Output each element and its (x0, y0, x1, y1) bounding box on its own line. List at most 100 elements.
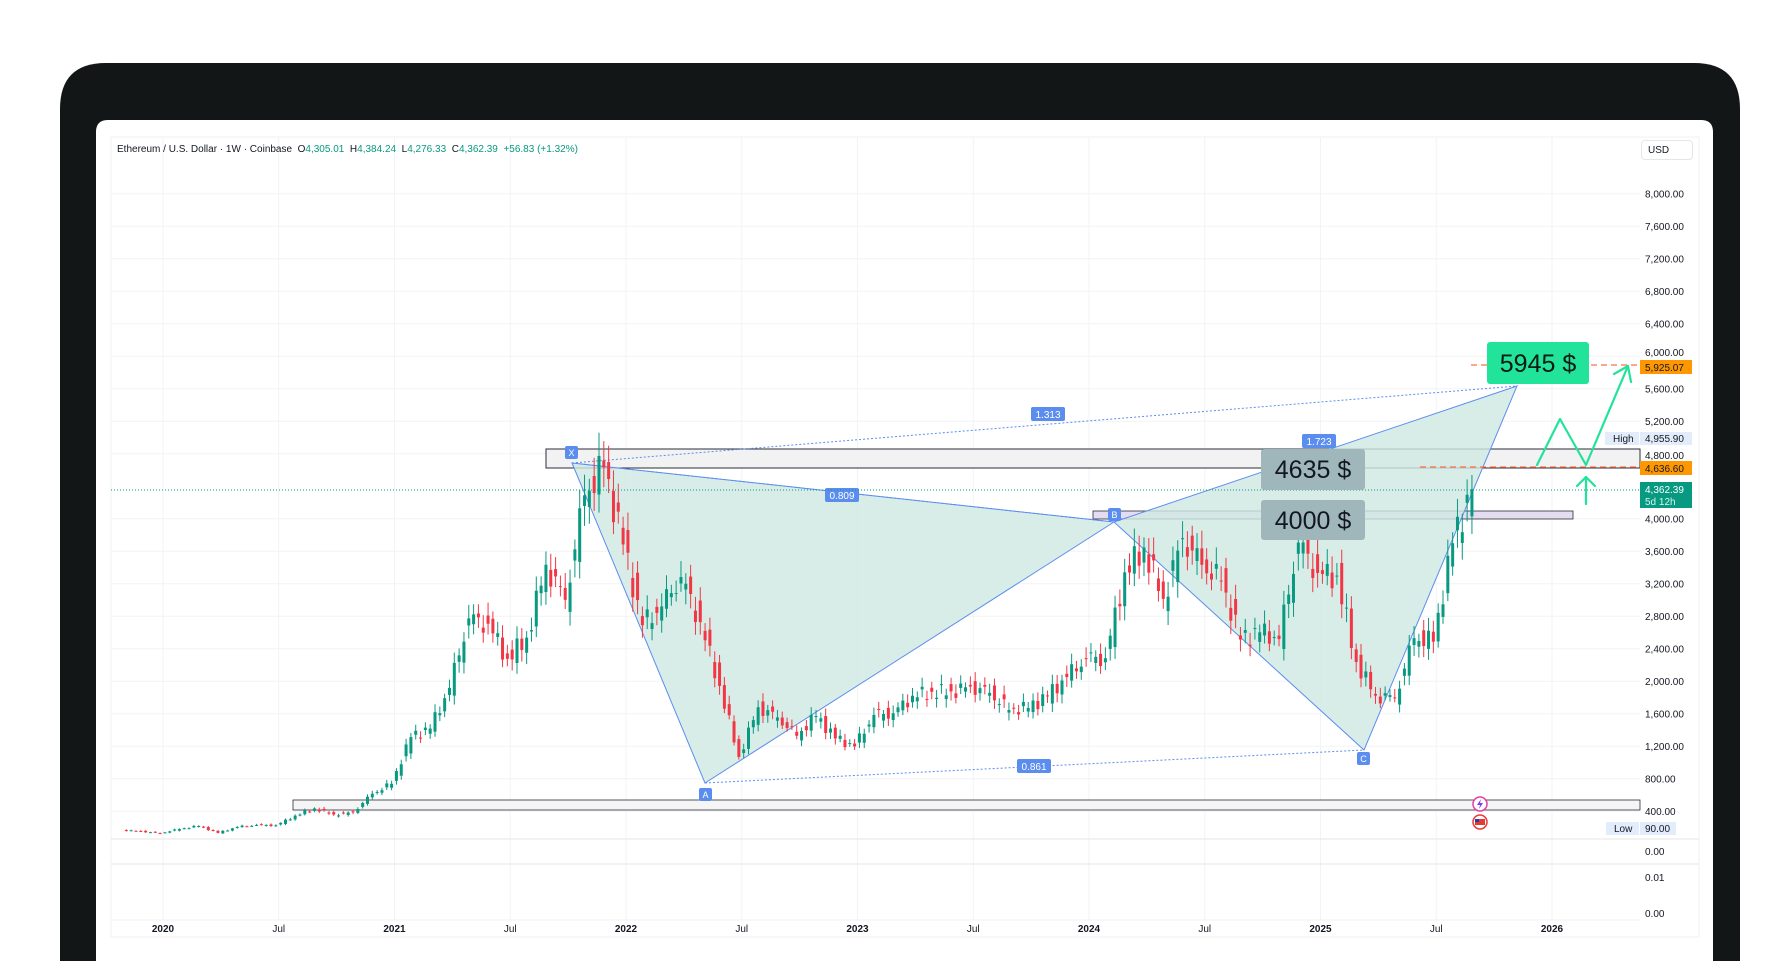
candle (1335, 563, 1339, 585)
price-tick: 2,400.00 (1645, 645, 1684, 656)
candle (679, 561, 683, 592)
time-tick: Jul (504, 924, 517, 935)
candle (337, 813, 341, 818)
candle (828, 722, 832, 740)
currency-button[interactable]: USD (1641, 140, 1693, 160)
candle (1046, 690, 1050, 703)
lightning-event-icon[interactable] (1472, 796, 1488, 812)
candle (510, 640, 514, 671)
projection-arrow[interactable] (1535, 364, 1633, 506)
candle (756, 700, 760, 732)
candle (1451, 532, 1455, 576)
candle (1465, 479, 1469, 522)
time-tick: 2025 (1309, 924, 1332, 935)
candle (370, 790, 374, 800)
candle (1103, 647, 1107, 671)
candle (226, 829, 230, 832)
candle (211, 829, 215, 832)
base-zone[interactable] (292, 799, 1641, 811)
candle (1417, 633, 1421, 658)
xabcd-pattern[interactable] (571, 385, 1518, 784)
low-price-text: 90.00 (1645, 824, 1670, 835)
candle (689, 564, 693, 609)
candle (385, 779, 389, 790)
candle (1431, 620, 1435, 654)
candle (771, 700, 775, 720)
candle (1219, 566, 1223, 592)
candle (964, 682, 968, 698)
candle (795, 725, 799, 740)
candle (775, 709, 779, 728)
time-tick: 2024 (1078, 924, 1101, 935)
candle (669, 584, 673, 606)
candle (264, 824, 268, 827)
candle (1263, 610, 1267, 644)
candle (1253, 617, 1257, 640)
ratio-xb: 0.809 (825, 488, 859, 502)
candle (1161, 570, 1165, 609)
price-axis[interactable]: 8,000.00 7,600.00 7,200.00 6,800.00 6,400.00… (1645, 190, 1684, 920)
candle (1407, 634, 1411, 686)
candle (1398, 680, 1402, 713)
candle (312, 807, 316, 813)
candle (544, 551, 548, 605)
candle (525, 631, 529, 665)
ratio-xb-text: 0.809 (829, 491, 854, 502)
level-1-annotation[interactable]: 4635 $ (1261, 449, 1365, 490)
candle (1060, 674, 1064, 704)
candle (1455, 498, 1459, 548)
resistance-price-text: 4,636.60 (1645, 464, 1684, 475)
time-axis[interactable]: 2020 Jul 2021 Jul 2022 Jul 2023 Jul 2024 Jul 2025 J… (152, 924, 1564, 935)
candle (809, 707, 813, 737)
target-annotation[interactable]: 5945 $ (1487, 342, 1589, 384)
candle (534, 576, 538, 638)
price-tick: 800.00 (1645, 775, 1676, 786)
point-c[interactable]: C (1357, 752, 1370, 765)
candle (906, 694, 910, 713)
candle (182, 827, 186, 830)
point-b[interactable]: B (1108, 508, 1121, 521)
time-tick: Jul (1430, 924, 1443, 935)
low-label-text: Low (1614, 824, 1633, 835)
time-tick: 2026 (1541, 924, 1564, 935)
point-a[interactable]: A (699, 788, 712, 801)
candle (930, 681, 934, 700)
candle (655, 598, 659, 626)
close-label: C (451, 144, 459, 155)
candle (853, 738, 857, 751)
candle (457, 648, 461, 673)
candle (587, 478, 591, 524)
price-tick: 5,200.00 (1645, 417, 1684, 428)
candle (235, 826, 239, 829)
candle (785, 717, 789, 732)
candle (1369, 665, 1373, 698)
candle (206, 826, 210, 831)
candle (428, 724, 432, 739)
candle (472, 604, 476, 635)
price-tick: 2,000.00 (1645, 677, 1684, 688)
candle (1094, 650, 1098, 672)
symbol-legend[interactable]: Ethereum / U.S. Dollar · 1W · Coinbase O… (117, 144, 578, 155)
candle (886, 700, 890, 726)
candle (153, 831, 157, 833)
candle (259, 823, 263, 826)
candle (1402, 663, 1406, 686)
candle (732, 715, 736, 746)
candle (1002, 685, 1006, 708)
candle (1354, 643, 1358, 673)
point-x[interactable]: X (565, 446, 578, 459)
level-2-annotation[interactable]: 4000 $ (1261, 500, 1365, 540)
candle (819, 712, 823, 729)
candle (1243, 618, 1247, 644)
candle (1340, 549, 1344, 619)
price-tick: 400.00 (1645, 807, 1676, 818)
ratio-bd-text: 1.723 (1306, 437, 1331, 448)
candle (452, 652, 456, 705)
candle (645, 595, 649, 629)
candle (973, 672, 977, 703)
open-label: O (297, 144, 306, 155)
us-flag-event-icon[interactable] (1472, 814, 1488, 830)
candle (631, 562, 635, 612)
candle (742, 743, 746, 759)
candle (1291, 561, 1295, 617)
